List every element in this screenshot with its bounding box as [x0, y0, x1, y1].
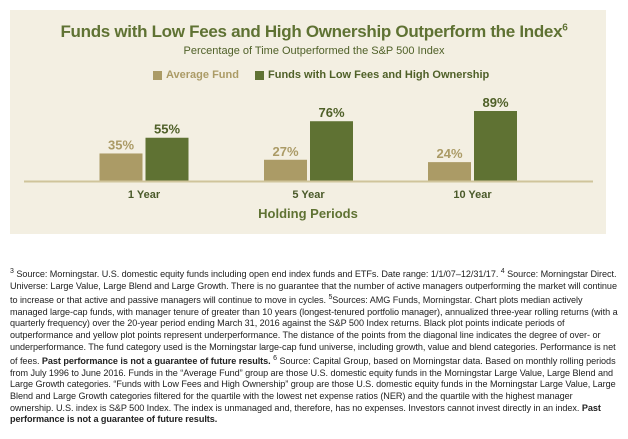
footnote-text: Source: Morningstar Direct. Universe: La… [10, 269, 617, 306]
data-label-low-fee-funds-10-year: 89% [482, 95, 508, 110]
data-label-average-fund-1-year: 35% [108, 137, 134, 152]
footnote-disclaimer: Past performance is not a guarantee of f… [10, 402, 601, 425]
bar-low-fee-funds-1-year [145, 137, 189, 181]
chart-subtitle: Percentage of Time Outperformed the S&P … [183, 45, 445, 57]
footnote-marker: 5 [328, 294, 333, 302]
legend-swatch-low-fee-funds [255, 70, 264, 80]
footnote-4: 4 Source: Morningstar Direct. Universe: … [10, 268, 617, 306]
footnote-text: Sources: AMG Funds, Morningstar. Chart p… [10, 295, 618, 367]
footnotes: 3 Source: Morningstar. U.S. domestic equ… [10, 266, 618, 426]
bar-average-fund-1-year [99, 153, 143, 181]
footnote-text: Source: Morningstar. U.S. domestic equit… [13, 269, 501, 280]
data-label-average-fund-5-year: 27% [272, 144, 298, 159]
title-footnote-marker: 6 [562, 22, 568, 34]
x-tick-label: 1 Year [128, 189, 161, 201]
bar-average-fund-10-year [428, 162, 471, 181]
footnote-marker: 6 [273, 355, 277, 363]
data-label-low-fee-funds-5-year: 76% [318, 105, 344, 120]
data-label-average-fund-10-year: 24% [436, 146, 462, 161]
x-tick-label: 5 Year [292, 189, 325, 201]
x-tick-labels: 1 Year 5 Year 10 Year [128, 189, 493, 201]
footnote-marker: 3 [10, 268, 14, 275]
x-tick-label: 10 Year [453, 189, 492, 201]
legend-label-low-fee-funds: Funds with Low Fees and High Ownership [268, 69, 490, 81]
legend-item-average-fund: Average Fund [153, 69, 239, 81]
footnote-marker: 4 [500, 268, 505, 275]
footnote-6: 6 Source: Capital Group, based on Mornin… [10, 355, 616, 425]
legend-item-low-fee-funds: Funds with Low Fees and High Ownership [255, 69, 489, 81]
chart-title: Funds with Low Fees and High Ownership O… [0, 22, 628, 42]
legend-label-average-fund: Average Fund [166, 69, 239, 81]
bar-low-fee-funds-10-year [474, 111, 517, 181]
footnote-5: 5Sources: AMG Funds, Morningstar. Chart … [10, 294, 618, 367]
chart-title-text: Funds with Low Fees and High Ownership O… [60, 22, 563, 41]
legend-swatch-average-fund [153, 70, 162, 80]
x-axis-title: Holding Periods [258, 206, 358, 221]
bar-chart: 35% 55% 27% 76% 24% 89% 1 Year 5 Year 10 Year H… [24, 95, 593, 221]
data-label-low-fee-funds-1-year: 55% [154, 122, 180, 137]
footnote-disclaimer: Past performance is not a guarantee of f… [41, 356, 271, 367]
footnote-3: 3 Source: Morningstar. U.S. domestic equ… [10, 268, 501, 280]
footnote-text: Source: Capital Group, based on Mornings… [10, 356, 616, 413]
bar-low-fee-funds-5-year [310, 121, 353, 181]
bar-average-fund-5-year [264, 159, 307, 181]
bars-group: 35% 55% 27% 76% 24% 89% [99, 95, 517, 181]
